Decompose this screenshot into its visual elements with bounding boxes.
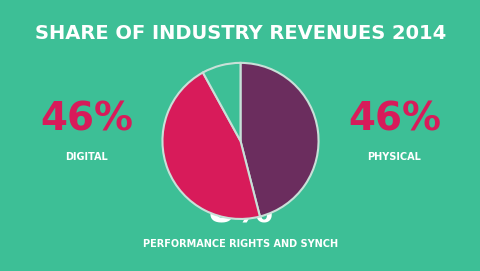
Text: SHARE OF INDUSTRY REVENUES 2014: SHARE OF INDUSTRY REVENUES 2014: [35, 24, 445, 43]
Wedge shape: [240, 63, 318, 217]
Text: 46%: 46%: [40, 100, 133, 138]
Text: DIGITAL: DIGITAL: [65, 152, 108, 162]
Text: 46%: 46%: [347, 100, 440, 138]
Wedge shape: [162, 73, 259, 219]
Text: 8%: 8%: [207, 192, 273, 230]
Wedge shape: [203, 63, 240, 141]
Text: PERFORMANCE RIGHTS AND SYNCH: PERFORMANCE RIGHTS AND SYNCH: [143, 239, 337, 249]
Text: PHYSICAL: PHYSICAL: [367, 152, 420, 162]
